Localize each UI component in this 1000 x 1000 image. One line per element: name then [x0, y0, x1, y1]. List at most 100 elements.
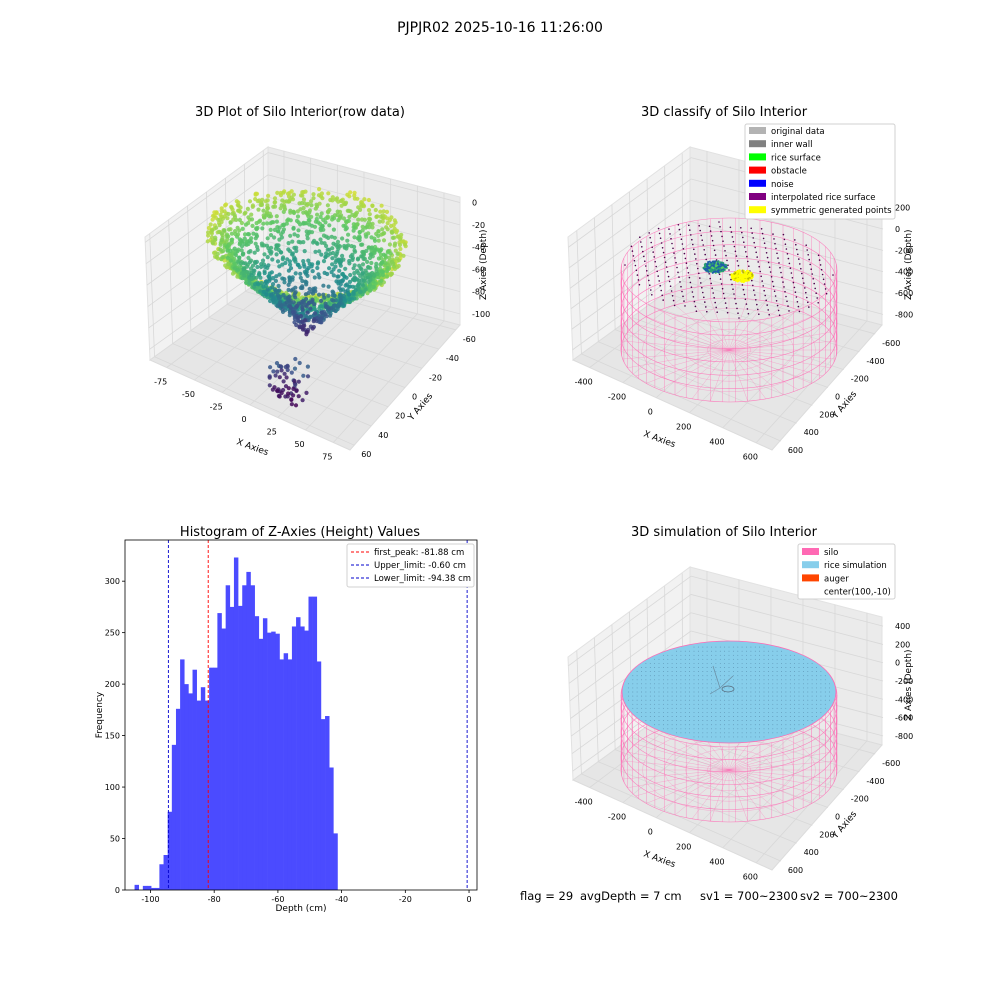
silo-floor-spoke — [728, 309, 799, 351]
rice-sim-point — [820, 671, 822, 673]
raw-point — [233, 229, 238, 234]
raw-point — [259, 202, 264, 207]
raw-point — [347, 292, 352, 297]
rice-sim-point — [724, 687, 726, 689]
raw-point — [294, 218, 300, 223]
rice-sim-point — [715, 728, 717, 730]
interpolated-point — [744, 246, 746, 248]
interpolated-point — [735, 302, 737, 305]
raw-point — [380, 219, 385, 224]
silo-floor-ring — [685, 749, 773, 792]
raw-point — [259, 281, 264, 286]
rice-sim-point — [658, 691, 660, 693]
raw-point — [357, 235, 362, 240]
interpolated-point — [806, 296, 808, 299]
raw-point — [209, 231, 214, 236]
legend-label: symmetric generated points — [771, 206, 892, 216]
raw-point — [379, 278, 384, 283]
rice-sim-point — [776, 728, 778, 730]
rice-sim-point — [641, 695, 642, 697]
raw-point — [288, 262, 293, 267]
rice-sim-point — [671, 662, 673, 664]
rice-sim-point — [719, 736, 721, 738]
interpolated-point — [760, 275, 762, 278]
symmetric-point — [736, 272, 739, 275]
rice-sim-point — [724, 703, 726, 705]
interpolated-point — [691, 291, 694, 293]
rice-sim-point — [732, 675, 734, 677]
rice-sim-point — [680, 683, 682, 685]
raw-point — [209, 235, 215, 240]
rice-sim-point — [811, 662, 813, 664]
x-tick-label: -75 — [154, 378, 167, 387]
rice-sim-point — [684, 687, 686, 689]
raw-point — [307, 286, 312, 292]
status-avg-depth: avgDepth = 7 cm — [580, 889, 682, 903]
rice-sim-point — [741, 667, 743, 668]
histogram-bar — [221, 628, 226, 890]
interpolated-point — [741, 231, 743, 234]
rice-sim-point — [728, 650, 730, 652]
raw-point — [260, 226, 265, 231]
rice-sim-point — [754, 646, 756, 648]
raw-point — [340, 279, 345, 284]
raw-point — [397, 242, 403, 247]
rice-sim-point — [750, 724, 752, 726]
rice-sim-point — [728, 707, 730, 709]
raw-point — [225, 255, 230, 260]
rice-sim-point — [732, 728, 734, 730]
raw-point — [271, 369, 276, 374]
x-axis-label: X Axies — [642, 849, 677, 870]
interpolated-point — [678, 276, 680, 278]
rice-sim-point — [693, 667, 695, 668]
histogram-bar — [242, 585, 247, 890]
interpolated-point — [785, 248, 788, 250]
raw-point — [250, 263, 256, 268]
rice-sim-point — [724, 724, 726, 726]
interpolated-point — [704, 301, 706, 303]
interpolated-point — [648, 279, 650, 282]
interpolated-point — [704, 253, 706, 256]
rice-sim-point — [741, 703, 743, 705]
rice-sim-point — [781, 728, 782, 730]
raw-point — [345, 208, 350, 213]
rice-sim-point — [693, 650, 695, 652]
raw-point — [218, 247, 223, 252]
rice-sim-point — [794, 711, 796, 713]
silo-floor-spoke — [728, 769, 767, 819]
rice-sim-point — [719, 662, 721, 664]
raw-point — [396, 263, 401, 268]
rice-sim-point — [697, 691, 699, 693]
rice-sim-point — [662, 728, 664, 730]
interpolated-point — [753, 289, 755, 292]
rice-sim-point — [754, 683, 756, 685]
rice-sim-point — [789, 662, 791, 664]
rice-sim-point — [750, 707, 752, 709]
y-tick-label: 0 — [412, 393, 417, 402]
rice-sim-point — [732, 683, 734, 685]
raw-point — [210, 228, 215, 233]
raw-point — [291, 300, 296, 305]
z-tick-label: 0 — [472, 199, 477, 208]
rice-sim-point — [759, 683, 761, 685]
histogram-bar — [254, 616, 260, 890]
interpolated-point — [624, 264, 626, 266]
interpolated-point — [723, 297, 726, 300]
rice-sim-point — [684, 679, 686, 681]
raw-point — [309, 203, 314, 208]
raw-point — [338, 198, 344, 203]
raw-point — [301, 221, 306, 226]
raw-point — [241, 266, 246, 272]
interpolated-point — [736, 307, 738, 310]
interpolated-point — [784, 290, 786, 293]
rice-sim-point — [737, 650, 739, 652]
rice-sim-point — [737, 724, 739, 726]
rice-sim-point — [715, 683, 717, 685]
symmetric-point — [740, 279, 744, 282]
rice-sim-point — [706, 699, 708, 701]
raw-point — [319, 240, 324, 245]
raw-point — [265, 287, 270, 292]
raw-point — [210, 217, 215, 222]
rice-sim-point — [667, 716, 669, 717]
